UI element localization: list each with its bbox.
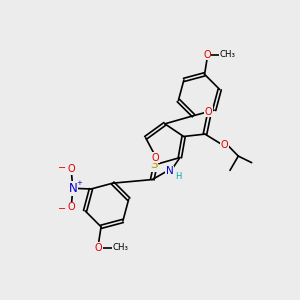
Text: O: O [203,50,211,60]
Text: −: − [58,163,66,172]
Text: O: O [68,202,75,212]
Text: O: O [152,153,160,163]
Text: O: O [95,243,103,253]
Text: S: S [150,158,158,171]
Text: −: − [58,204,66,214]
Text: N: N [69,182,77,195]
Text: CH₃: CH₃ [220,50,236,59]
Text: O: O [205,106,212,116]
Text: +: + [77,180,82,186]
Text: O: O [68,164,75,174]
Text: N: N [166,166,173,176]
Text: H: H [175,172,182,181]
Text: O: O [220,140,228,149]
Text: CH₃: CH₃ [112,243,128,252]
